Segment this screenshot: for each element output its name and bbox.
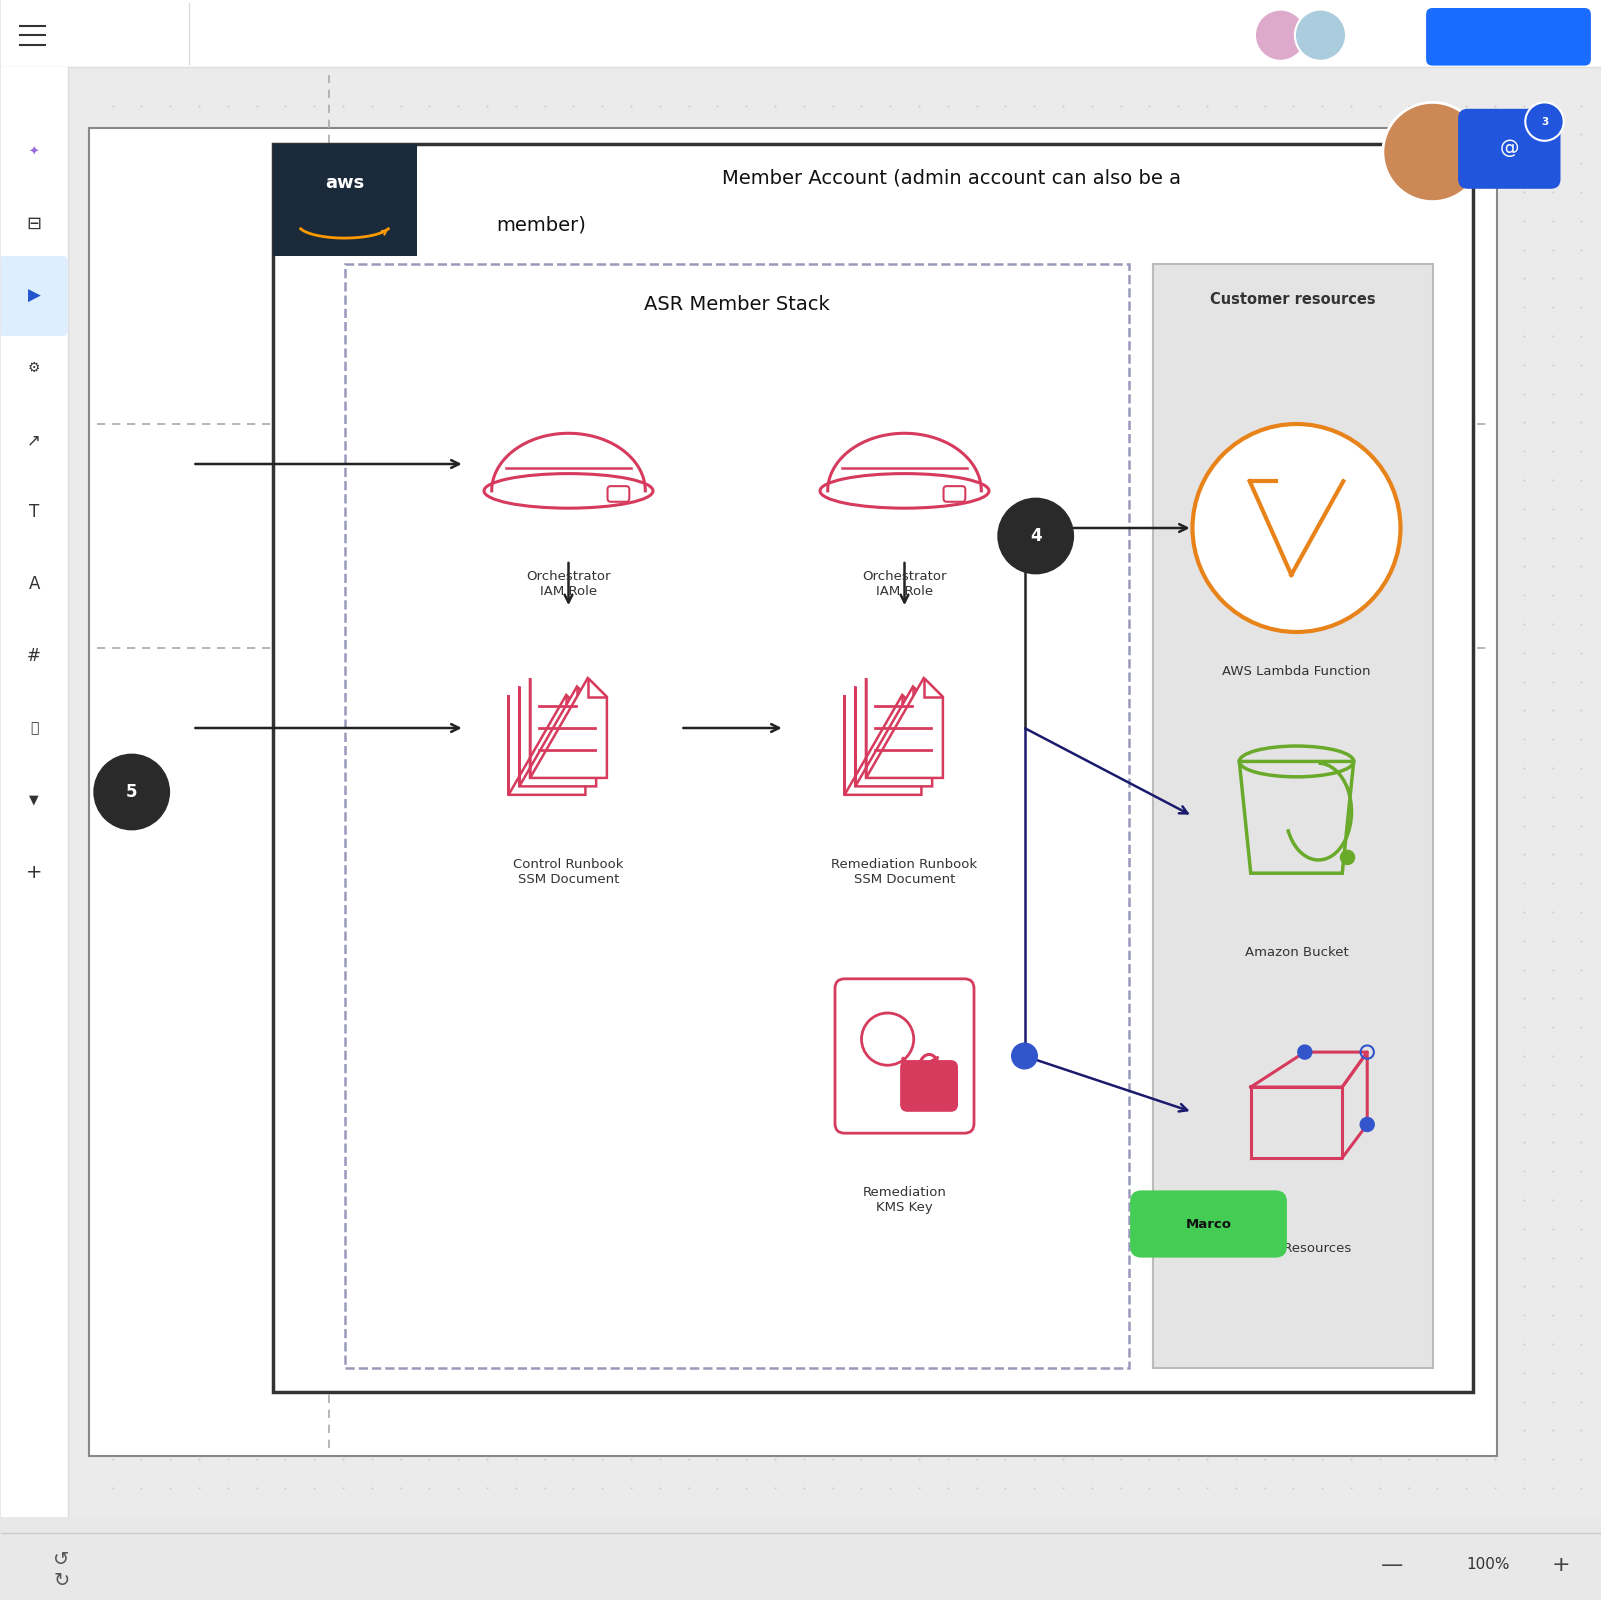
FancyBboxPatch shape (0, 1517, 1601, 1600)
Polygon shape (567, 694, 586, 714)
Circle shape (1361, 1118, 1374, 1131)
FancyBboxPatch shape (272, 144, 1473, 1392)
Polygon shape (519, 686, 596, 786)
Polygon shape (588, 678, 607, 698)
Circle shape (1340, 850, 1354, 864)
Text: #: # (27, 646, 42, 666)
Polygon shape (530, 678, 607, 778)
Polygon shape (845, 694, 922, 795)
FancyBboxPatch shape (836, 979, 973, 1133)
Text: —: — (1382, 1555, 1404, 1574)
Text: Remediation
KMS Key: Remediation KMS Key (863, 1186, 946, 1214)
Text: ↺: ↺ (53, 1550, 69, 1570)
Polygon shape (866, 678, 943, 778)
Text: aws: aws (325, 174, 363, 192)
Text: Orchestrator
IAM Role: Orchestrator IAM Role (863, 570, 946, 598)
Polygon shape (576, 686, 596, 706)
Text: v: v (1364, 29, 1372, 42)
Text: ASR Member Stack: ASR Member Stack (644, 294, 829, 314)
Circle shape (1298, 1045, 1311, 1059)
Text: ⛰: ⛰ (30, 722, 38, 734)
Text: Customer resources: Customer resources (1210, 291, 1375, 307)
Text: 3: 3 (1396, 29, 1404, 42)
Circle shape (1193, 424, 1401, 632)
Circle shape (93, 754, 170, 830)
Circle shape (1526, 102, 1564, 141)
Text: 🖥 AWS Architecture Diagram  ∨: 🖥 AWS Architecture Diagram ∨ (149, 29, 365, 42)
FancyBboxPatch shape (67, 67, 1601, 1533)
Text: ✦: ✦ (29, 146, 40, 158)
Text: Member Account (admin account can also be a: Member Account (admin account can also b… (722, 168, 1182, 187)
Text: Other Resources: Other Resources (1241, 1242, 1351, 1254)
Text: ⊕ Share: ⊕ Share (1479, 30, 1535, 43)
Circle shape (997, 498, 1074, 574)
Text: 4: 4 (1029, 526, 1042, 546)
Text: ▶: ▶ (27, 286, 40, 306)
Polygon shape (509, 694, 586, 795)
FancyBboxPatch shape (272, 144, 416, 256)
Circle shape (1295, 10, 1346, 61)
Text: Remediation Runbook
SSM Document: Remediation Runbook SSM Document (831, 858, 978, 886)
Text: Amazon Bucket: Amazon Bucket (1244, 946, 1348, 958)
FancyBboxPatch shape (1153, 264, 1433, 1368)
Text: member): member) (496, 214, 586, 234)
Polygon shape (924, 678, 943, 698)
Text: ↗: ↗ (27, 430, 42, 450)
Polygon shape (903, 694, 922, 714)
Circle shape (1012, 1043, 1037, 1069)
Polygon shape (913, 686, 932, 706)
FancyBboxPatch shape (901, 1061, 957, 1110)
FancyBboxPatch shape (88, 128, 1497, 1456)
Text: miro: miro (88, 22, 152, 46)
Text: 3: 3 (1540, 117, 1548, 126)
Text: Control Runbook
SSM Document: Control Runbook SSM Document (514, 858, 624, 886)
Text: +: + (1551, 1555, 1571, 1574)
Text: A: A (29, 574, 40, 594)
Circle shape (1383, 102, 1483, 202)
Text: ↻: ↻ (53, 1571, 69, 1590)
FancyBboxPatch shape (0, 256, 67, 336)
Text: AWS Lambda Function: AWS Lambda Function (1222, 666, 1370, 678)
Text: Marco: Marco (1185, 1218, 1231, 1230)
Text: Orchestrator
IAM Role: Orchestrator IAM Role (527, 570, 610, 598)
Text: +: + (26, 862, 42, 882)
FancyBboxPatch shape (1426, 8, 1591, 66)
Text: ⊟: ⊟ (27, 214, 42, 234)
FancyBboxPatch shape (1130, 1190, 1287, 1258)
FancyBboxPatch shape (0, 0, 1601, 67)
FancyBboxPatch shape (0, 67, 67, 1600)
Text: @: @ (1500, 139, 1519, 158)
Circle shape (1255, 10, 1306, 61)
Text: 5: 5 (126, 782, 138, 802)
Text: ▼: ▼ (29, 794, 38, 806)
Text: T: T (29, 502, 40, 522)
Text: 𝄞𝄞3: 𝄞𝄞3 (1137, 26, 1167, 45)
Text: ⚙: ⚙ (27, 362, 40, 374)
Polygon shape (855, 686, 932, 786)
FancyBboxPatch shape (1459, 109, 1561, 189)
Text: 100%: 100% (1467, 1557, 1510, 1573)
